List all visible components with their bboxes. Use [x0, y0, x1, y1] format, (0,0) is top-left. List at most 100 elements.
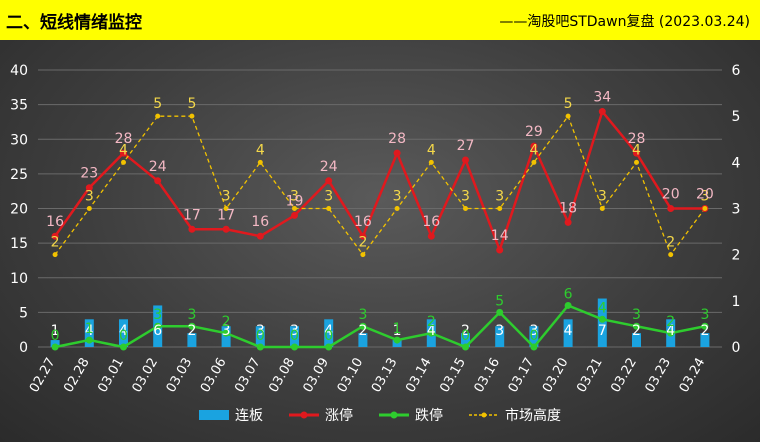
point-market	[599, 206, 605, 211]
data-label-zhangting: 14	[491, 228, 509, 244]
point-dieting	[598, 315, 606, 323]
data-label-lianban: 2	[700, 323, 709, 339]
legend-swatch-zhangting	[289, 411, 319, 419]
data-label-market: 3	[324, 189, 333, 205]
point-dieting	[256, 343, 264, 351]
point-market	[121, 159, 126, 165]
data-label-zhangting: 24	[320, 159, 338, 175]
data-label-dieting: 0	[51, 328, 60, 344]
data-label-market: 5	[187, 96, 196, 112]
data-label-market: 4	[632, 142, 641, 158]
x-tick-label: 02.27	[27, 356, 59, 396]
legend-item-market: 市场高度	[469, 405, 561, 425]
data-label-dieting: 0	[290, 328, 299, 344]
point-zhangting	[496, 246, 504, 254]
line-dieting	[54, 303, 706, 349]
point-zhangting	[530, 142, 538, 150]
point-dieting	[393, 336, 401, 344]
data-label-lianban: 4	[324, 323, 333, 339]
bar-lianban	[632, 333, 641, 347]
data-label-dieting: 1	[85, 321, 94, 337]
point-dieting	[291, 343, 298, 351]
point-zhangting	[291, 211, 298, 219]
point-zhangting	[325, 177, 333, 185]
left-tick-label: 35	[10, 98, 28, 114]
data-label-dieting: 0	[119, 328, 128, 344]
point-market	[257, 159, 263, 165]
data-label-market: 4	[529, 142, 538, 158]
x-tick-label: 03.02	[130, 356, 162, 396]
point-market	[326, 206, 332, 211]
data-label-market: 3	[598, 189, 607, 205]
data-label-lianban: 6	[153, 323, 162, 339]
data-label-zhangting: 28	[388, 131, 406, 147]
bar-lianban	[358, 333, 368, 347]
point-market	[86, 206, 92, 211]
point-zhangting	[256, 232, 264, 240]
point-market	[634, 159, 639, 165]
data-label-dieting: 3	[187, 307, 196, 323]
data-label-lianban: 3	[256, 323, 265, 339]
data-label-lianban: 3	[529, 323, 538, 339]
legend-label-zhangting: 涨停	[325, 408, 353, 424]
point-zhangting	[222, 225, 230, 233]
x-tick-label: 03.22	[608, 356, 640, 396]
legend-label-dieting: 跌停	[415, 408, 443, 424]
bar-lianban	[324, 319, 334, 347]
left-tick-label: 40	[10, 63, 28, 79]
left-tick-label: 15	[10, 236, 28, 252]
data-label-lianban: 4	[666, 323, 675, 339]
data-label-market: 2	[358, 235, 367, 251]
x-tick-label: 03.09	[301, 356, 333, 396]
point-market	[565, 113, 571, 119]
data-label-lianban: 3	[290, 323, 299, 339]
point-market	[463, 206, 468, 211]
data-label-market: 5	[564, 96, 573, 112]
data-label-lianban: 3	[495, 323, 504, 339]
point-market	[223, 206, 229, 211]
data-label-dieting: 5	[495, 293, 504, 309]
data-label-zhangting: 29	[525, 124, 543, 140]
right-tick-label: 3	[732, 202, 741, 218]
header-banner: 二、短线情绪监控 ——淘股吧STDawn复盘 (2023.03.24)	[0, 0, 760, 40]
legend-swatch-market	[469, 412, 499, 418]
data-label-zhangting: 27	[457, 138, 475, 154]
data-label-dieting: 2	[666, 314, 675, 330]
data-label-dieting: 6	[564, 286, 573, 302]
data-label-lianban: 4	[427, 323, 436, 339]
data-label-lianban: 1	[51, 323, 60, 339]
point-dieting	[120, 343, 127, 351]
data-label-zhangting: 17	[217, 207, 235, 223]
point-zhangting	[85, 184, 93, 192]
bar-lianban	[529, 326, 539, 347]
data-label-lianban: 2	[632, 323, 641, 339]
data-label-zhangting: 20	[662, 187, 680, 203]
point-zhangting	[633, 149, 640, 157]
point-market	[497, 206, 503, 211]
bar-lianban	[119, 319, 128, 347]
left-tick-label: 10	[10, 271, 28, 287]
line-market	[54, 114, 706, 257]
data-label-zhangting: 28	[628, 131, 646, 147]
point-market	[155, 113, 161, 119]
point-zhangting	[359, 232, 367, 240]
data-label-dieting: 1	[393, 321, 402, 337]
point-market	[394, 206, 400, 211]
data-label-lianban: 2	[358, 323, 367, 339]
point-market	[428, 159, 434, 165]
data-label-dieting: 4	[598, 300, 607, 316]
x-tick-label: 03.17	[506, 356, 538, 396]
data-label-market: 3	[495, 189, 504, 205]
right-tick-label: 2	[732, 248, 741, 264]
point-dieting	[427, 329, 435, 337]
point-dieting	[701, 322, 709, 330]
point-dieting	[564, 301, 572, 309]
point-zhangting	[393, 149, 401, 157]
point-zhangting	[462, 156, 469, 164]
data-label-zhangting: 23	[80, 166, 98, 182]
bar-lianban	[187, 333, 197, 347]
legend-item-lianban: 连板	[199, 405, 263, 425]
x-tick-label: 03.14	[403, 356, 435, 396]
bar-lianban	[84, 319, 94, 347]
chart-title: 二、短线情绪监控	[6, 13, 142, 33]
